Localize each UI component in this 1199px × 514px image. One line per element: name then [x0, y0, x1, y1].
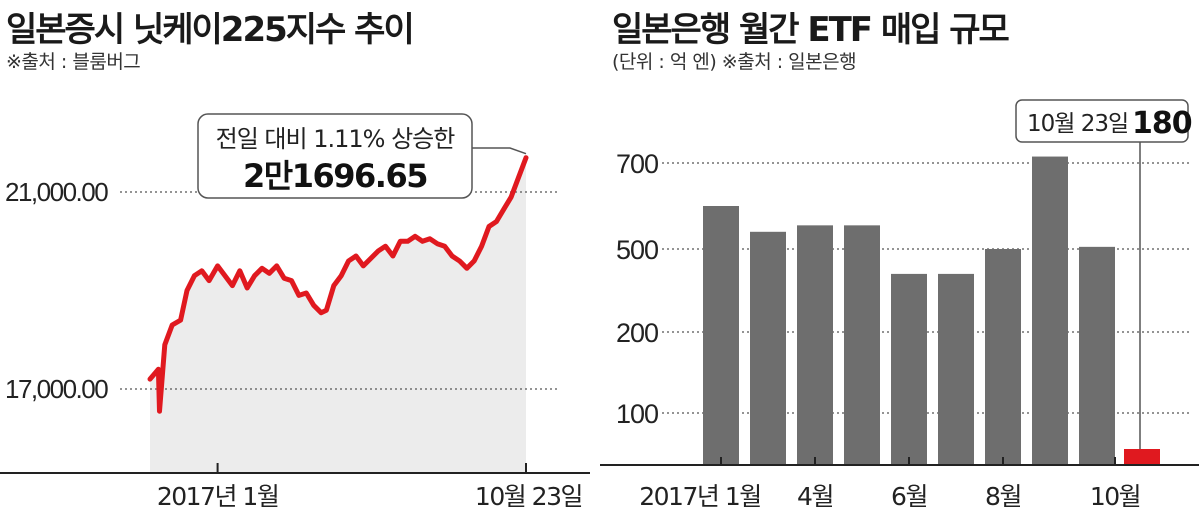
bar-5월 — [891, 273, 927, 465]
bar-highlight — [1124, 449, 1160, 465]
right-y-tick-label: 500 — [616, 235, 658, 265]
right-annotation-box — [1015, 99, 1189, 143]
bar-7월 — [985, 249, 1021, 465]
right-annotation-prefix: 10월 23일 — [1027, 111, 1128, 137]
right-y-tick-label: 100 — [616, 399, 658, 429]
right-chart-subtitle: (단위 : 억 엔) ※출처 : 일본은행 — [612, 51, 857, 73]
left-annotation-box — [197, 113, 473, 199]
bar-2월 — [750, 231, 786, 465]
right-x-tick-label: 8월 — [985, 482, 1021, 511]
right-chart-title: 일본은행 월간 ETF 매입 규모 — [612, 10, 1010, 50]
left-chart-title: 일본증시 닛케이225지수 추이 — [6, 10, 415, 50]
nikkei-area — [150, 157, 526, 473]
right-y-tick-label: 700 — [616, 149, 658, 179]
nikkei-line — [147, 155, 529, 414]
left-chart-source: ※출처 : 블룸버그 — [6, 51, 141, 73]
right-x-tick-label: 4월 — [797, 482, 833, 511]
right-x-tick-label: 6월 — [891, 482, 927, 511]
left-x-tick-label: 10월 23일 — [475, 482, 582, 511]
right-y-tick-label: 200 — [616, 318, 658, 348]
left-annotation-line1: 전일 대비 1.11% 상승한 — [216, 125, 456, 153]
left-y-tick-label: 17,000.00 — [5, 374, 108, 404]
bar-3월 — [797, 225, 833, 465]
right-x-tick-label: 10월 — [1090, 482, 1140, 511]
bar-4월 — [844, 225, 880, 465]
left-x-tick-label: 2017년 1월 — [157, 482, 278, 511]
left-annotation-value: 2만1696.65 — [243, 157, 427, 195]
left-y-tick-label: 21,000.00 — [5, 177, 108, 207]
bar-6월 — [938, 273, 974, 465]
right-annotation-value: 180 — [1132, 106, 1192, 141]
bar-1월 — [703, 206, 739, 465]
left-annotation-leader — [472, 147, 527, 155]
bar-8월 — [1032, 156, 1068, 466]
bar-9월 — [1079, 246, 1115, 465]
right-x-tick-label: 2017년 1월 — [639, 482, 760, 511]
